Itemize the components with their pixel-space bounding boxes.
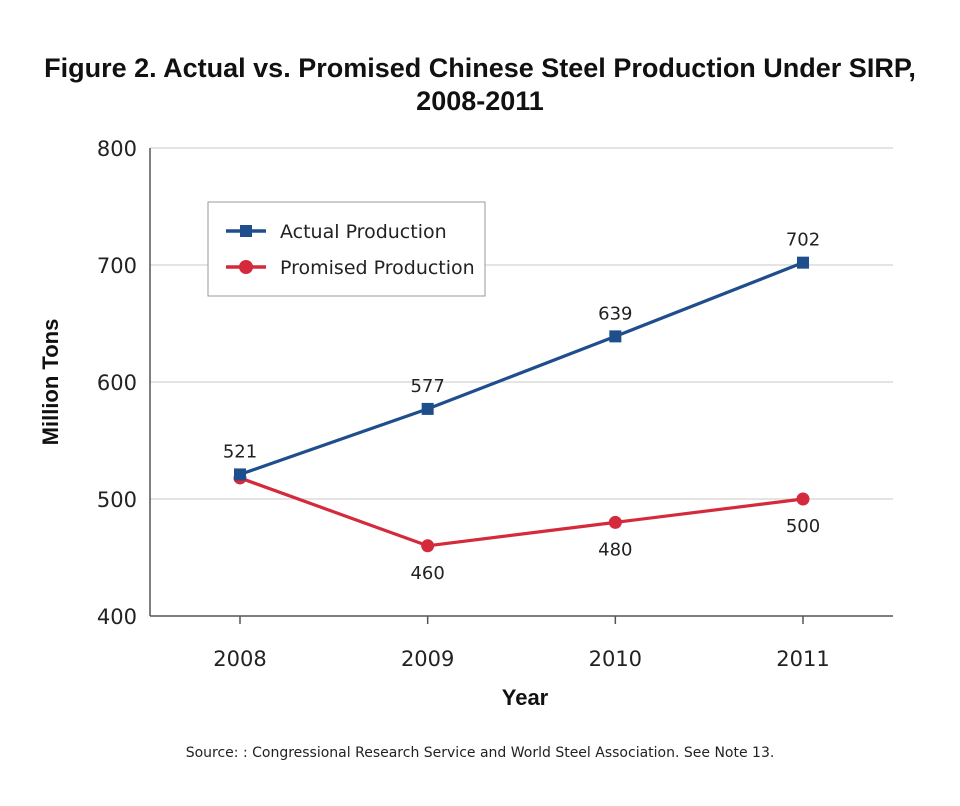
data-label-promised: 460: [410, 563, 444, 584]
series-line-promised: [239, 476, 804, 548]
data-label-actual: 577: [410, 376, 444, 397]
data-label-actual: 702: [786, 230, 820, 251]
y-tick-label: 500: [97, 488, 137, 512]
legend-marker-circle: [239, 260, 253, 274]
y-tick-label: 700: [97, 254, 137, 278]
legend-marker-square: [240, 225, 252, 237]
y-tick-label: 400: [97, 605, 137, 629]
chart-title-line-2: 2008-2011: [416, 86, 544, 116]
legend-box: [207, 201, 486, 297]
y-tick-labels: 400 500 600 700 800: [97, 137, 137, 629]
chart-title-line-1: Figure 2. Actual vs. Promised Chinese St…: [44, 53, 916, 83]
data-point-promised: [608, 515, 622, 529]
data-label-promised: 500: [786, 516, 820, 537]
data-label-actual: 639: [598, 303, 632, 324]
data-label-promised: 480: [598, 539, 632, 560]
line-chart: 400 500 600 700 800 2008 2009 2010 2011 460 480 5…: [38, 137, 893, 710]
data-labels: 460 480 500 521 577 639 702: [223, 230, 820, 584]
source-note: Source: : Congressional Research Service…: [185, 745, 775, 761]
data-point-actual: [421, 402, 434, 415]
series-line-actual: [239, 261, 804, 476]
axes: [149, 148, 893, 624]
x-tick-label: 2011: [776, 647, 829, 671]
chart-title: Figure 2. Actual vs. Promised Chinese St…: [0, 52, 960, 118]
data-point-promised: [796, 492, 810, 506]
y-tick-label: 800: [97, 137, 137, 161]
x-axis-label: Year: [502, 685, 549, 710]
data-point-actual: [234, 468, 246, 481]
x-tick-labels: 2008 2009 2010 2011: [213, 647, 829, 671]
x-tick-label: 2009: [401, 647, 454, 671]
gridlines: [150, 147, 893, 500]
data-point-actual: [609, 330, 622, 343]
data-point-promised: [421, 539, 435, 553]
legend-label: Actual Production: [280, 221, 447, 243]
legend: Actual Production Promised Production: [207, 201, 486, 297]
series-group: [233, 256, 810, 553]
x-tick-label: 2008: [213, 647, 266, 671]
data-point-actual: [797, 256, 809, 269]
x-tick-label: 2010: [589, 647, 642, 671]
y-tick-label: 600: [97, 371, 137, 395]
y-axis-label: Million Tons: [38, 319, 63, 446]
data-label-actual: 521: [223, 441, 257, 462]
legend-label: Promised Production: [280, 257, 475, 279]
